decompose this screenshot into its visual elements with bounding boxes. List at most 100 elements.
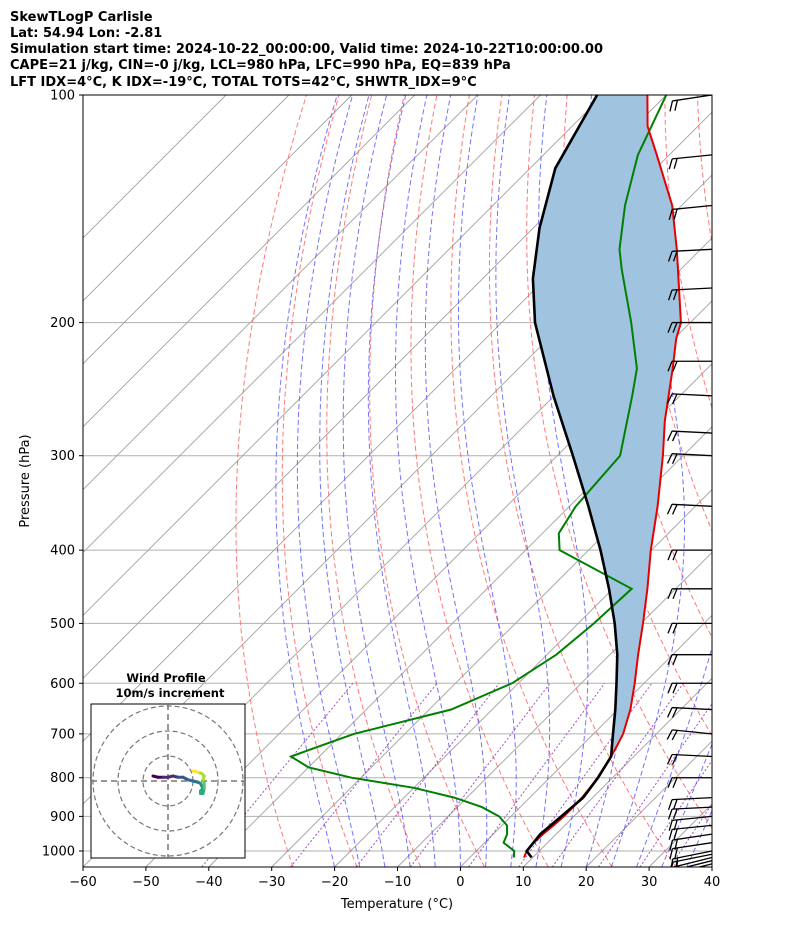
x-tick-label: 30: [641, 875, 658, 890]
y-tick-label: 400: [50, 544, 75, 559]
dry-adiabat: [281, 95, 358, 867]
dry-adiabat: [410, 95, 549, 867]
isotherm: [460, 614, 712, 867]
wind-barb-flag: [667, 777, 673, 788]
dry-adiabat: [450, 95, 613, 867]
wind-barb-staff: [696, 863, 712, 867]
y-tick-label: 700: [50, 727, 75, 742]
wind-barb-staff: [672, 453, 712, 457]
wind-barb-flag: [666, 393, 673, 404]
moist-adiabat: [711, 865, 712, 867]
wind-barb-flag: [674, 847, 679, 859]
wind-barb: [667, 360, 712, 372]
wind-barb-flag: [672, 870, 673, 881]
wind-barb: [666, 430, 712, 442]
wind-barb-staff: [684, 860, 712, 867]
mixing-ratio-line: [518, 683, 653, 867]
wind-barb-flag: [668, 820, 673, 831]
moist-adiabat: [275, 95, 338, 867]
moist-adiabat: [538, 95, 589, 867]
wind-barb: [667, 588, 712, 600]
wind-barb-flag: [672, 289, 678, 301]
wind-barb-flag: [667, 251, 673, 262]
wind-barb: [668, 824, 712, 840]
y-tick-label: 800: [50, 771, 75, 786]
hodograph-plot: [91, 704, 245, 858]
wind-barb-staff: [672, 430, 712, 434]
moist-adiabat: [686, 809, 712, 867]
dewpoint-line: [288, 95, 668, 858]
wind-barb: [666, 393, 712, 405]
y-tick-label: 500: [50, 617, 75, 632]
wind-barb-staff: [672, 853, 712, 863]
wind-barb-staff: [672, 729, 712, 735]
y-tick-label: 900: [50, 810, 75, 825]
profiles: [288, 95, 682, 859]
parcel-path-line: [525, 95, 619, 859]
wind-barb: [672, 860, 712, 881]
wind-barb-flag: [673, 208, 678, 220]
moist-adiabat: [319, 95, 386, 867]
moist-adiabat: [661, 742, 712, 867]
x-tick-label: −40: [195, 875, 222, 890]
isotherm: [334, 488, 712, 867]
wind-barb: [667, 682, 712, 694]
mixing-ratio-line: [551, 683, 684, 867]
y-tick-label: 100: [50, 89, 75, 104]
moist-adiabat: [342, 95, 411, 867]
moist-adiabats: [275, 95, 712, 867]
wind-barb-flag: [672, 799, 678, 810]
dry-adiabat: [763, 95, 794, 867]
wind-barb: [669, 842, 712, 860]
wind-barb-flag: [672, 549, 678, 561]
x-tick-label: −60: [69, 875, 96, 890]
wind-barb-staff: [673, 856, 712, 867]
wind-barb-flag: [671, 707, 678, 718]
wind-barb-flag: [672, 654, 678, 665]
wind-barb-flag: [669, 839, 674, 851]
wind-barb: [667, 549, 712, 561]
wind-barb-flag: [668, 158, 673, 170]
isotherm: [711, 866, 712, 867]
wind-barb-staff: [672, 850, 712, 860]
wind-barb-staff: [672, 753, 712, 758]
wind-barb-flag: [672, 874, 673, 885]
wind-barb-flag: [673, 828, 678, 840]
x-tick-label: 0: [456, 875, 464, 890]
y-tick-label: 300: [50, 449, 75, 464]
wind-barb-staff: [672, 393, 712, 397]
x-tick-label: 40: [704, 875, 721, 890]
wind-barb-flag: [666, 430, 673, 442]
wind-barb: [666, 503, 712, 515]
wind-barb-flag: [674, 839, 679, 850]
wind-barb-flag: [677, 865, 679, 867]
wind-barb-flag: [667, 361, 673, 372]
header-indices-2: LFT IDX=4°C, K IDX=-19°C, TOTAL TOTS=42°…: [10, 75, 477, 90]
isotherm: [83, 95, 227, 239]
wind-barb-flag: [666, 504, 673, 515]
wind-barb: [667, 248, 712, 262]
wind-barbs: [666, 95, 712, 885]
mixing-ratio-line: [597, 702, 712, 867]
moist-adiabat: [367, 95, 436, 867]
wind-barb-flag: [667, 322, 673, 333]
wind-barb-flag: [671, 393, 678, 405]
wind-barb-staff: [672, 842, 712, 850]
wind-barb: [673, 856, 712, 867]
dry-adiabat: [369, 95, 485, 867]
wind-barb: [666, 453, 712, 465]
wind-barb: [667, 806, 712, 820]
wind-barb-staff: [672, 706, 712, 711]
wind-barb-staff: [672, 796, 712, 801]
wind-barb-flag: [672, 322, 678, 333]
wind-barb-staff: [672, 248, 712, 252]
wind-barb-flag: [672, 250, 678, 262]
wind-barb-flag: [673, 819, 678, 831]
wind-barb-flag: [666, 707, 673, 718]
wind-barb-flag: [672, 808, 678, 820]
header-location: Lat: 54.94 Lon: -2.81: [10, 26, 162, 41]
wind-barb-flag: [670, 858, 674, 867]
x-tick-label: 10: [515, 875, 532, 890]
wind-barb-flag: [671, 453, 678, 465]
